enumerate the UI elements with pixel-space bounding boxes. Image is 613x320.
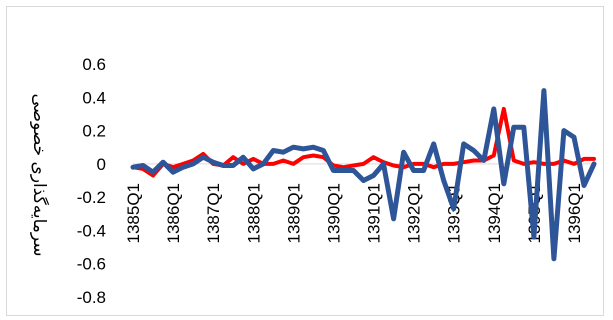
x-tick-label: 1391Q1 xyxy=(365,183,384,244)
y-tick-label: -0.8 xyxy=(77,288,106,307)
y-tick-label: -0.6 xyxy=(77,255,106,274)
y-tick-label: -0.2 xyxy=(77,188,106,207)
x-tick-label: 1389Q1 xyxy=(284,183,303,244)
x-tick-label: 1390Q1 xyxy=(324,183,343,244)
series-line-2 xyxy=(130,88,597,262)
x-tick-label: 1396Q1 xyxy=(565,183,584,244)
y-tick-label: 0 xyxy=(97,155,106,174)
chart-frame: 0.6 0.4 0.2 0 -0.2 -0.4 -0.6 -0.8 سرمایه‌گذاری … xyxy=(6,6,604,316)
y-tick-label: 0.6 xyxy=(82,55,106,74)
x-tick-label: 1394Q1 xyxy=(485,183,504,244)
x-tick-label: 1392Q1 xyxy=(405,183,424,244)
y-axis-label: سرمایه‌گذاری خصوصی xyxy=(29,93,50,256)
y-tick-label: 0.4 xyxy=(82,88,106,107)
y-tick-label: -0.4 xyxy=(77,221,106,240)
x-tick-label: 1386Q1 xyxy=(164,183,183,244)
y-tick-label: 0.2 xyxy=(82,122,106,141)
chart: 0.6 0.4 0.2 0 -0.2 -0.4 -0.6 -0.8 سرمایه‌گذاری … xyxy=(29,55,597,307)
x-tick-label: 1388Q1 xyxy=(244,183,263,244)
x-tick-label: 1387Q1 xyxy=(204,183,223,244)
x-tick-label: 1385Q1 xyxy=(124,183,143,244)
